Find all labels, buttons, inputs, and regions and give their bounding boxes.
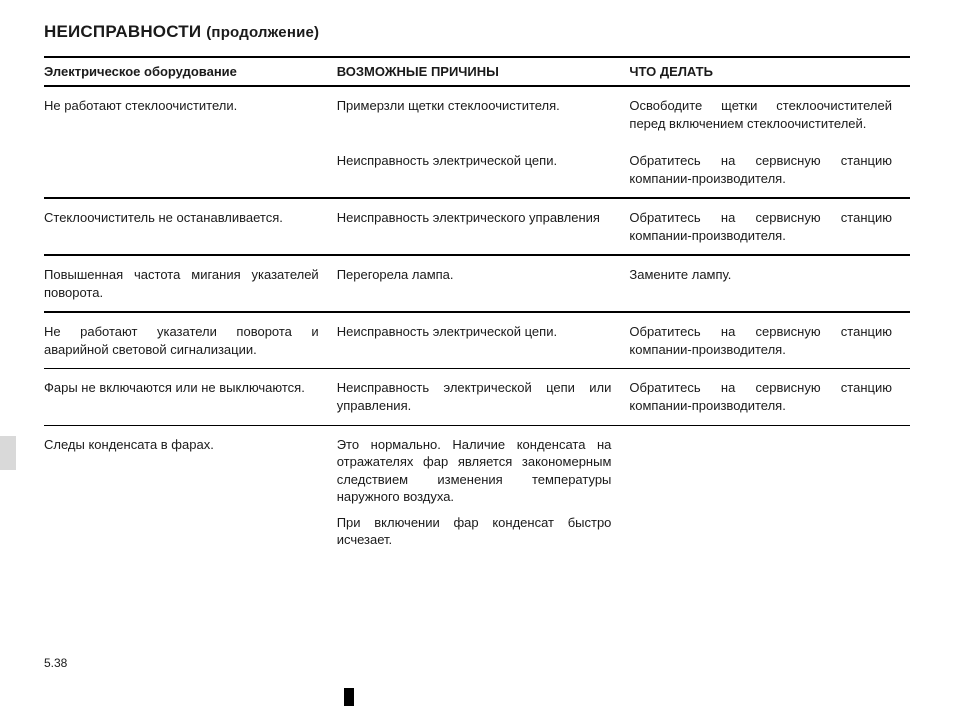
title-continuation: (продолжение) [206, 24, 319, 41]
cell-equipment: Следы конденсата в фарах. [44, 425, 337, 559]
table-row: Неисправность электрической цепи.Обратит… [44, 142, 910, 198]
table-body: Не работают стеклоочистители.Примерзли щ… [44, 86, 910, 559]
title-main: НЕИСПРАВНОСТИ [44, 22, 201, 41]
cell-equipment: Повышенная частота мигания указателей по… [44, 255, 337, 312]
cell-equipment: Стеклоочиститель не останавливается. [44, 198, 337, 255]
table-header-row: Электрическое оборудование ВОЗМОЖНЫЕ ПРИ… [44, 57, 910, 86]
cell-action [629, 425, 910, 559]
page-title: НЕИСПРАВНОСТИ (продолжение) [44, 22, 910, 42]
cell-cause-paragraph: Это нормально. Наличие конденсата на отр… [337, 436, 612, 506]
cell-cause: Примерзли щетки стеклоочистителя. [337, 86, 630, 142]
col-header-equipment: Электрическое оборудование [44, 57, 337, 86]
table-row: Стеклоочиститель не останавливается.Неис… [44, 198, 910, 255]
cell-action: Обратитесь на сервисную станцию компании… [629, 369, 910, 425]
table-row: Следы конденсата в фарах.Это нормально. … [44, 425, 910, 559]
cell-cause: Неисправность электрической цепи или упр… [337, 369, 630, 425]
table-row: Повышенная частота мигания указателей по… [44, 255, 910, 312]
cell-action: Освободите щетки стеклоочистителей перед… [629, 86, 910, 142]
cell-cause: Неисправность электрической цепи. [337, 142, 630, 198]
cell-equipment: Не работают указатели поворота и аварийн… [44, 312, 337, 369]
cell-cause-paragraph: При включении фар конденсат быстро исчез… [337, 514, 612, 549]
cell-cause: Неисправность электрического управления [337, 198, 630, 255]
cell-cause: Перегорела лампа. [337, 255, 630, 312]
col-header-actions: ЧТО ДЕЛАТЬ [629, 57, 910, 86]
cell-cause: Неисправность электрической цепи. [337, 312, 630, 369]
table-row: Не работают указатели поворота и аварийн… [44, 312, 910, 369]
document-page: НЕИСПРАВНОСТИ (продолжение) Электрическо… [0, 0, 954, 706]
footer-crop-mark [344, 688, 354, 706]
col-header-causes: ВОЗМОЖНЫЕ ПРИЧИНЫ [337, 57, 630, 86]
cell-cause: Это нормально. Наличие конденсата на отр… [337, 425, 630, 559]
table-row: Фары не включаются или не выключаются.Не… [44, 369, 910, 425]
cell-action: Обратитесь на сервисную станцию компании… [629, 312, 910, 369]
cell-action: Обратитесь на сервисную станцию компании… [629, 142, 910, 198]
side-tab-mark [0, 436, 16, 470]
page-number: 5.38 [44, 656, 67, 670]
table-row: Не работают стеклоочистители.Примерзли щ… [44, 86, 910, 142]
cell-equipment: Фары не включаются или не выключаются. [44, 369, 337, 425]
cell-action: Замените лампу. [629, 255, 910, 312]
cell-equipment: Не работают стеклоочистители. [44, 86, 337, 142]
faults-table: Электрическое оборудование ВОЗМОЖНЫЕ ПРИ… [44, 56, 910, 559]
cell-action: Обратитесь на сервисную станцию компании… [629, 198, 910, 255]
cell-equipment [44, 142, 337, 198]
